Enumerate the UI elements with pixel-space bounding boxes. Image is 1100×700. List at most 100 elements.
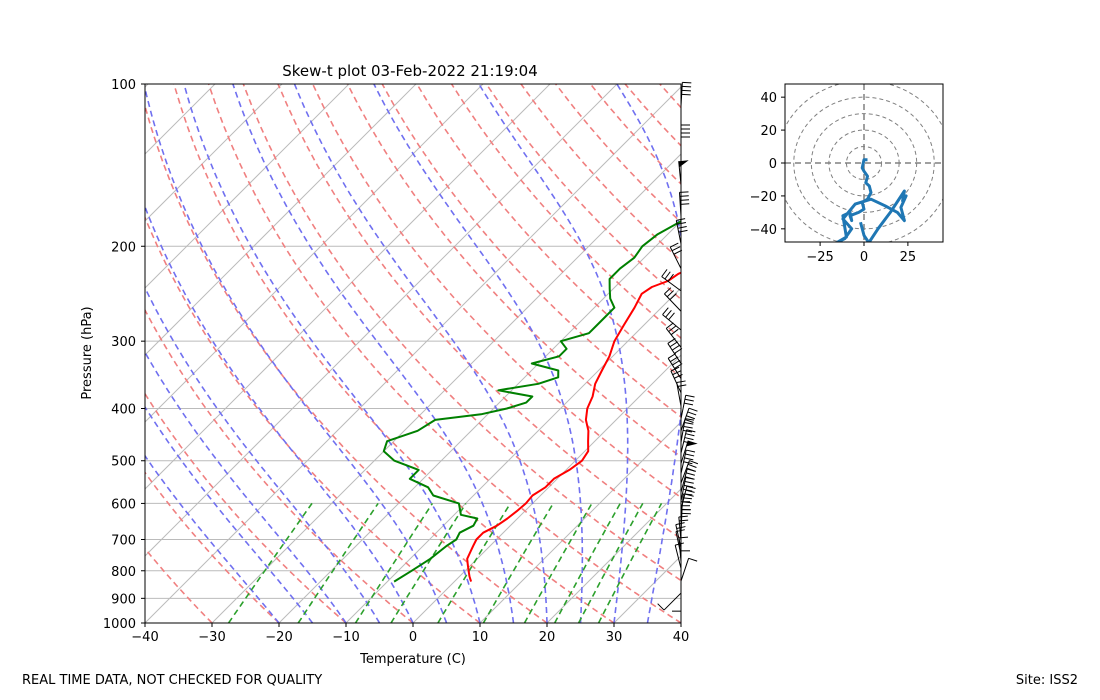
- hodograph-line: [836, 158, 908, 242]
- dewpoint-profile: [382, 220, 681, 583]
- wind-barb-feather: [684, 419, 694, 423]
- wind-barb-feather: [686, 429, 696, 433]
- wind-barb-feather: [684, 480, 694, 484]
- wind-barb-feather: [664, 271, 671, 280]
- moist-adiabat: [680, 619, 681, 623]
- mixing-ratio-line: [482, 502, 554, 623]
- isotherm-gridline: [145, 84, 618, 557]
- dry-adiabat: [145, 215, 481, 623]
- moist-adiabat: [183, 84, 481, 623]
- dry-adiabat: [242, 84, 681, 582]
- x-tick-label: 40: [673, 630, 690, 645]
- wind-barb-feather: [685, 418, 695, 421]
- wind-barb-feather: [684, 402, 694, 406]
- x-tick-label: −10: [332, 630, 359, 645]
- wind-barb-feather: [686, 472, 695, 476]
- dry-adiabat: [450, 84, 681, 340]
- wind-barb-feather: [664, 287, 672, 295]
- wind-barb-feather: [668, 325, 677, 332]
- hodograph-x-tick-label: 0: [860, 250, 868, 265]
- temperature-profile: [466, 271, 681, 582]
- y-tick-label: 900: [111, 592, 136, 607]
- wind-barb-feather: [684, 457, 694, 461]
- wind-barb-feather: [678, 515, 688, 518]
- wind-barb-feather: [684, 398, 694, 402]
- y-tick-label: 400: [111, 403, 136, 418]
- wind-barb-feather: [671, 344, 681, 351]
- hodograph-x-tick-label: 25: [900, 250, 917, 265]
- moist-adiabat: [293, 84, 548, 623]
- wind-barb-feather: [685, 433, 695, 437]
- dry-adiabat: [277, 84, 681, 540]
- wind-barb-feather: [666, 290, 675, 298]
- y-tick-label: 100: [111, 78, 136, 93]
- x-tick-label: −20: [265, 630, 292, 645]
- wind-barb-feather: [689, 460, 699, 465]
- y-tick-label: 800: [111, 565, 136, 580]
- isotherm-gridline: [145, 84, 283, 222]
- wind-barb-feather: [687, 411, 697, 416]
- moist-adiabat: [373, 84, 584, 623]
- mixing-ratio-line: [577, 503, 644, 623]
- wind-barb-feather: [679, 195, 689, 197]
- isotherm-gridline: [613, 555, 681, 623]
- y-axis-label: Pressure (hPa): [80, 306, 95, 399]
- skewt-profiles: [382, 220, 681, 583]
- dry-adiabat: [145, 103, 548, 623]
- wind-barb: [680, 468, 688, 493]
- wind-barb-feather: [670, 242, 679, 248]
- wind-barb-feather: [665, 322, 674, 329]
- wind-barb-feather: [683, 425, 693, 429]
- moist-adiabat: [478, 84, 629, 623]
- dry-adiabat: [381, 84, 681, 418]
- dry-adiabat: [520, 84, 681, 262]
- moist-adiabat: [145, 84, 448, 623]
- dry-adiabat: [695, 84, 1100, 623]
- wind-barb-feather: [674, 374, 683, 379]
- y-tick-label: 300: [111, 335, 136, 350]
- isotherm-gridline: [278, 220, 681, 623]
- mixing-ratio-line: [227, 502, 313, 623]
- moist-adiabat: [145, 405, 314, 623]
- wind-barb-feather: [675, 522, 685, 526]
- wind-barb: [678, 161, 682, 186]
- x-tick-label: −30: [198, 630, 225, 645]
- wind-barb: [669, 246, 682, 269]
- dry-adiabat: [764, 84, 1100, 623]
- isotherm-gridline: [0, 84, 81, 623]
- moist-adiabat: [232, 84, 515, 623]
- hodograph-y-tick-label: 0: [769, 157, 777, 172]
- isotherm-gridline: [0, 84, 14, 623]
- isotherm-gridline: [145, 84, 551, 490]
- dry-adiabat: [416, 84, 681, 379]
- wind-barb-feather: [667, 273, 674, 282]
- hodograph-trace: [836, 158, 908, 242]
- wind-barb-feather: [684, 493, 694, 497]
- wind-barb-feather: [683, 440, 693, 445]
- isotherm-gridline: [145, 84, 417, 356]
- x-tick-label: −40: [131, 630, 158, 645]
- dry-adiabat: [207, 84, 681, 623]
- mixing-ratio-line: [354, 502, 434, 623]
- wind-barb-feather: [684, 437, 694, 441]
- isotherm-gridline: [145, 84, 350, 289]
- isotherm-gridline: [145, 86, 681, 623]
- dry-adiabat: [145, 392, 347, 623]
- isotherm-gridline: [680, 622, 681, 623]
- isotherm-gridline: [145, 84, 484, 423]
- wind-barb-feather: [685, 453, 695, 457]
- moist-adiabat: [145, 204, 414, 623]
- quality-disclaimer: REAL TIME DATA, NOT CHECKED FOR QUALITY: [22, 673, 323, 688]
- y-tick-label: 700: [111, 534, 136, 549]
- wind-barb-feather: [667, 338, 676, 344]
- hodograph-y-tick-label: −20: [750, 190, 777, 205]
- wind-barb-feather: [678, 229, 688, 233]
- wind-barb-feather: [674, 348, 683, 354]
- wind-barb-feather: [676, 380, 686, 384]
- wind-barb-feather: [669, 293, 677, 301]
- dry-adiabat: [145, 308, 414, 623]
- hodograph-rings: [785, 84, 943, 242]
- wind-barb-feather: [673, 249, 683, 255]
- mixing-ratio-line: [297, 502, 379, 623]
- wind-barb: [675, 531, 682, 556]
